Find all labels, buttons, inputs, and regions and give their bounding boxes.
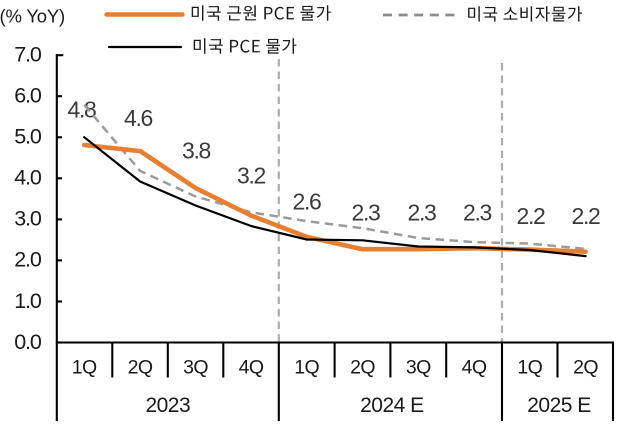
svg-text:0.0: 0.0 [14, 330, 42, 354]
svg-text:2.6: 2.6 [292, 188, 321, 214]
svg-text:2Q: 2Q [350, 356, 375, 378]
svg-text:2.0: 2.0 [14, 248, 42, 272]
svg-text:3.8: 3.8 [182, 137, 211, 163]
svg-text:2023: 2023 [145, 394, 190, 417]
svg-text:(% YoY): (% YoY) [0, 6, 65, 27]
svg-text:2.2: 2.2 [516, 203, 545, 229]
svg-text:4Q: 4Q [239, 356, 264, 378]
svg-text:4.6: 4.6 [124, 105, 153, 131]
svg-text:2.2: 2.2 [571, 203, 600, 229]
svg-text:2.3: 2.3 [407, 199, 436, 225]
svg-text:2025 E: 2025 E [527, 394, 591, 417]
svg-text:5.0: 5.0 [14, 125, 42, 149]
svg-text:2.3: 2.3 [351, 199, 380, 225]
svg-text:4.8: 4.8 [67, 96, 96, 122]
svg-text:1.0: 1.0 [14, 289, 42, 313]
svg-text:2Q: 2Q [128, 356, 153, 378]
svg-text:2024 E: 2024 E [360, 394, 424, 417]
svg-text:6.0: 6.0 [14, 84, 42, 108]
svg-text:3Q: 3Q [406, 356, 431, 378]
svg-text:3.2: 3.2 [237, 162, 266, 188]
svg-text:4Q: 4Q [462, 356, 487, 378]
svg-text:3Q: 3Q [183, 356, 208, 378]
svg-text:2.3: 2.3 [463, 199, 492, 225]
svg-text:1Q: 1Q [294, 356, 319, 378]
svg-text:2Q: 2Q [573, 356, 598, 378]
svg-text:1Q: 1Q [72, 356, 97, 378]
svg-text:3.0: 3.0 [14, 207, 42, 231]
svg-text:1Q: 1Q [517, 356, 542, 378]
svg-text:7.0: 7.0 [14, 43, 42, 67]
svg-text:4.0: 4.0 [14, 166, 42, 190]
